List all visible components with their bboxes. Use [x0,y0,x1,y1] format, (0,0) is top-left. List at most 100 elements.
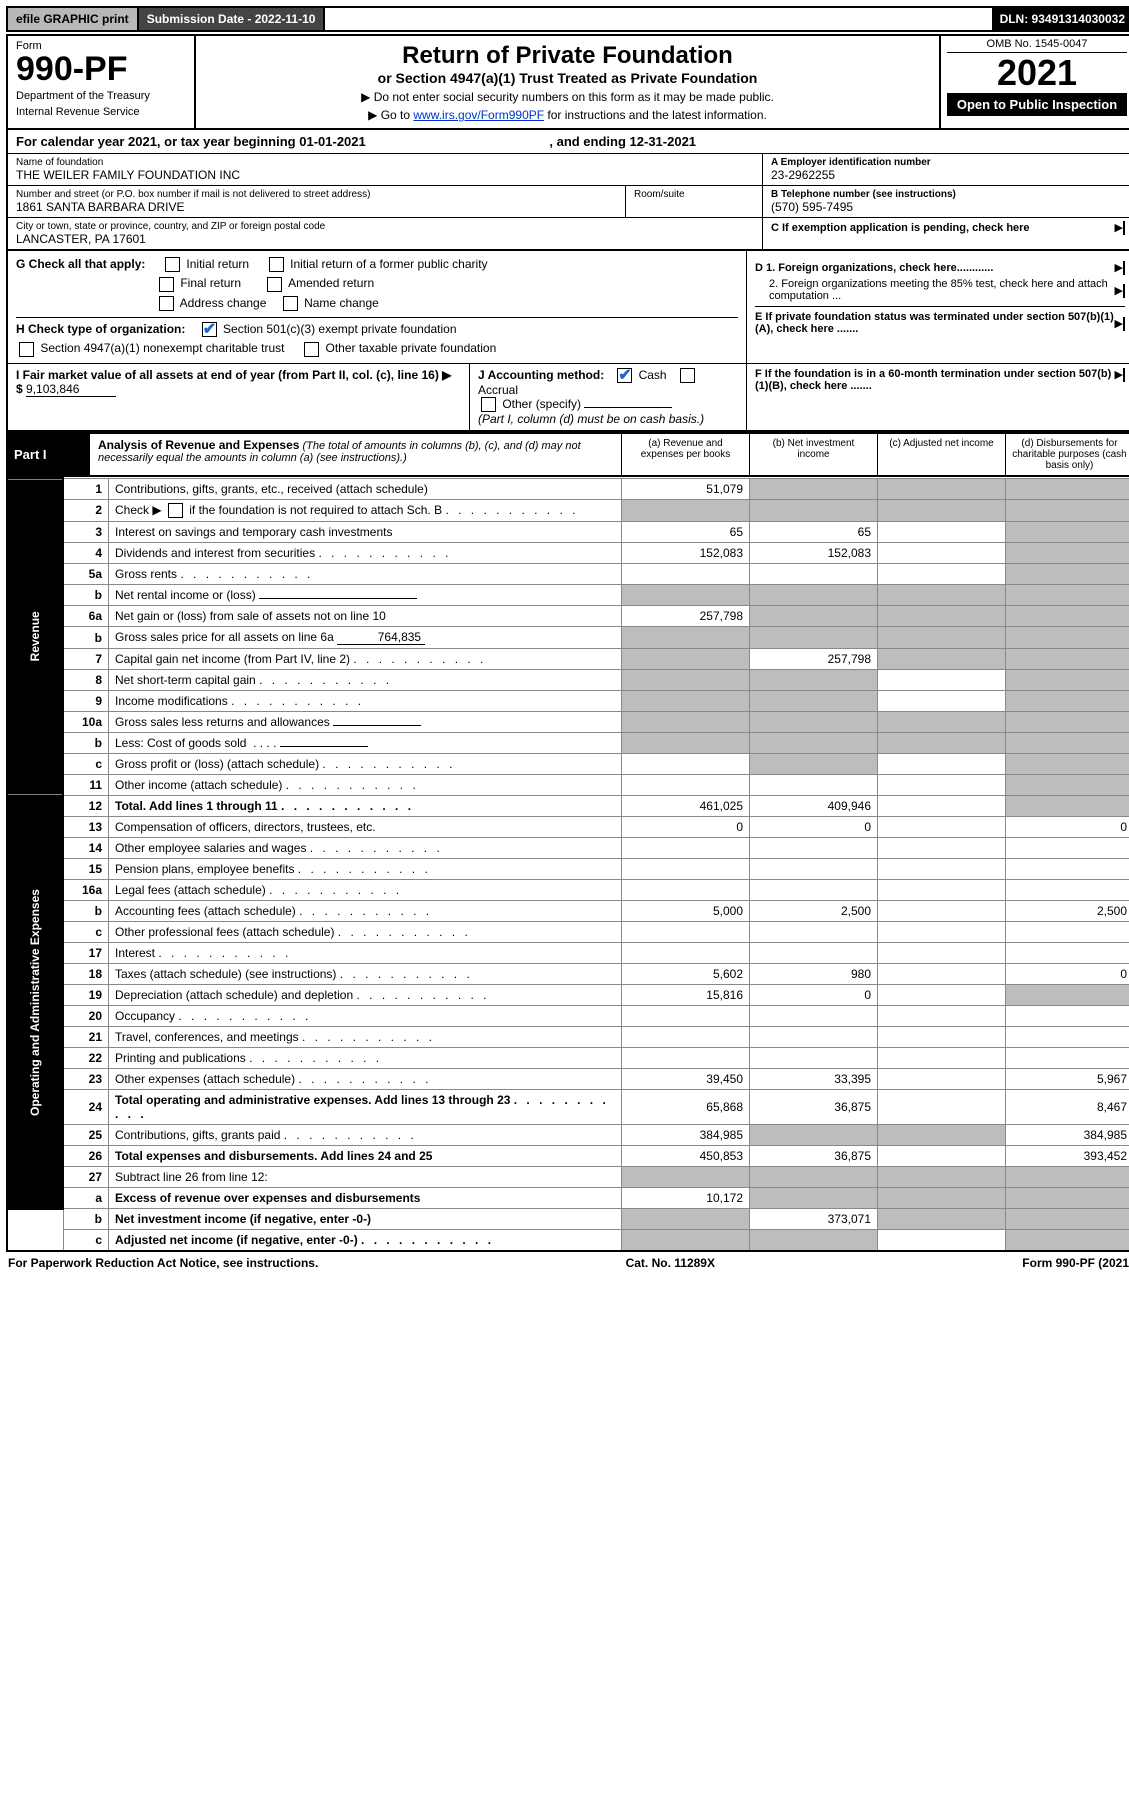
info-right: A Employer identification number 23-2962… [762,154,1129,249]
cell-a: 152,083 [622,543,750,564]
cb-name-change[interactable] [283,296,298,311]
cell-a [622,585,750,606]
cell-d [1006,985,1129,1006]
cell-d [1006,543,1129,564]
cell-b: 36,875 [750,1146,878,1167]
row-num: 16a [63,880,109,901]
cell-c [878,901,1006,922]
cb-addr-change[interactable] [159,296,174,311]
cell-d [1006,478,1129,499]
cell-a [622,499,750,521]
j-cell: J Accounting method: Cash Accrual Other … [470,364,747,431]
cell-d [1006,712,1129,733]
cell-a: 5,602 [622,964,750,985]
part1-label: Part I [8,434,90,475]
cell-b: 409,946 [750,796,878,817]
cb-initial[interactable] [165,257,180,272]
row-desc: Printing and publications [109,1048,622,1069]
d-section: D 1. Foreign organizations, check here..… [746,251,1129,363]
row-desc: Excess of revenue over expenses and disb… [109,1188,622,1209]
d1-label: D 1. Foreign organizations, check here..… [755,262,993,274]
phone-cell: B Telephone number (see instructions) (5… [763,186,1129,218]
c-checkbox[interactable] [1123,221,1125,235]
other-specify-line [584,407,672,408]
name-cell: Name of foundation THE WEILER FAMILY FOU… [8,154,762,186]
sub-title: or Section 4947(a)(1) Trust Treated as P… [206,70,929,86]
g-label: G Check all that apply: [16,257,145,271]
row-num: 23 [63,1069,109,1090]
cb-schb[interactable] [168,503,183,518]
cb-cash[interactable] [617,368,632,383]
g-name: Name change [304,296,379,310]
instr-2: ▶ Go to www.irs.gov/Form990PF for instru… [206,108,929,122]
cb-501c3[interactable] [202,322,217,337]
cb-other-tax[interactable] [304,342,319,357]
footer-mid: Cat. No. 11289X [626,1256,715,1270]
row-desc: Other income (attach schedule) [109,775,622,796]
cell-b [750,585,878,606]
d1-checkbox[interactable] [1123,261,1125,275]
row-desc: Other employee salaries and wages [109,838,622,859]
cb-amended[interactable] [267,277,282,292]
row-desc: Legal fees (attach schedule) [109,880,622,901]
g-final: Final return [180,276,241,290]
cell-d [1006,691,1129,712]
row-num: 8 [63,670,109,691]
cell-a: 450,853 [622,1146,750,1167]
cell-b [750,754,878,775]
g-amended: Amended return [288,276,374,290]
r2-post: if the foundation is not required to att… [186,503,442,517]
row-num: 26 [63,1146,109,1167]
row-desc: Net rental income or (loss) [109,585,622,606]
cell-c [878,564,1006,585]
cal-end: 12-31-2021 [630,134,697,149]
table-row: a Excess of revenue over expenses and di… [7,1188,1129,1209]
table-row: b Net investment income (if negative, en… [7,1209,1129,1230]
h-other: Other taxable private foundation [326,341,497,355]
cb-accrual[interactable] [680,368,695,383]
cell-c [878,754,1006,775]
header-right: OMB No. 1545-0047 2021 Open to Public In… [941,36,1129,128]
e-label: E If private foundation status was termi… [755,311,1115,335]
cell-c [878,712,1006,733]
cell-d: 2,500 [1006,901,1129,922]
cell-a: 65,868 [622,1090,750,1125]
row-num: c [63,754,109,775]
cell-d [1006,606,1129,627]
row-num: 4 [63,543,109,564]
form-link[interactable]: www.irs.gov/Form990PF [413,108,544,122]
d2-checkbox[interactable] [1123,284,1125,298]
cell-d [1006,585,1129,606]
table-row: 19 Depreciation (attach schedule) and de… [7,985,1129,1006]
table-row: b Accounting fees (attach schedule) 5,00… [7,901,1129,922]
cb-4947[interactable] [19,342,34,357]
cell-b [750,670,878,691]
cell-b [750,627,878,649]
cell-b: 373,071 [750,1209,878,1230]
row-desc: Capital gain net income (from Part IV, l… [109,649,622,670]
part1-header: Part I Analysis of Revenue and Expenses … [6,432,1129,477]
cb-other-method[interactable] [481,397,496,412]
row-num: b [63,1209,109,1230]
row-num: 27 [63,1167,109,1188]
cell-c [878,691,1006,712]
cell-b [750,733,878,754]
efile-label[interactable]: efile GRAPHIC print [8,8,139,30]
row-desc: Other professional fees (attach schedule… [109,922,622,943]
table-row: 15 Pension plans, employee benefits [7,859,1129,880]
cb-initial-former[interactable] [269,257,284,272]
e-checkbox[interactable] [1123,317,1125,331]
row-desc: Contributions, gifts, grants, etc., rece… [109,478,622,499]
h-label: H Check type of organization: [16,322,185,336]
table-row: 3 Interest on savings and temporary cash… [7,522,1129,543]
row-desc: Compensation of officers, directors, tru… [109,817,622,838]
cell-c [878,649,1006,670]
cell-d [1006,627,1129,649]
table-row: b Less: Cost of goods sold . . . . [7,733,1129,754]
f-checkbox[interactable] [1123,368,1125,382]
expenses-side: Operating and Administrative Expenses [7,796,63,1209]
row-desc: Less: Cost of goods sold . . . . [109,733,622,754]
r6b-value: 764,835 [337,630,425,645]
cb-final[interactable] [159,277,174,292]
row-num: b [63,901,109,922]
